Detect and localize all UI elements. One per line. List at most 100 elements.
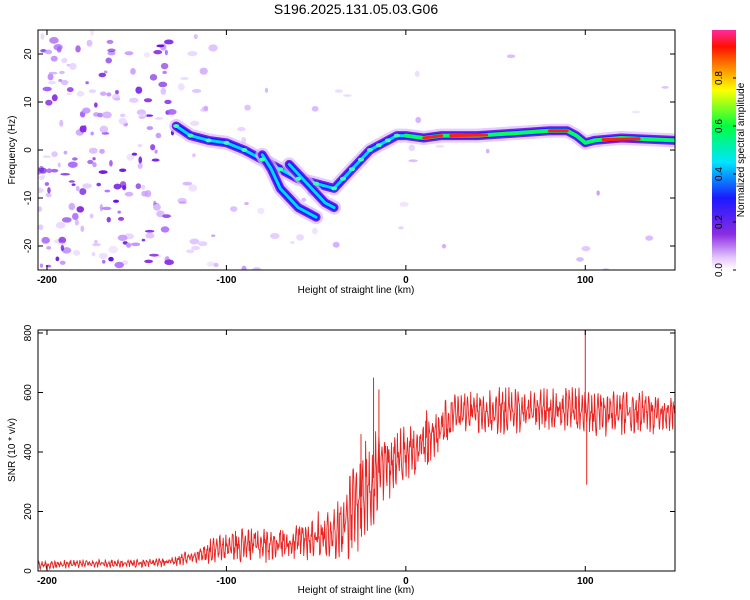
ridge-speckle bbox=[259, 157, 266, 162]
spectrogram-noise-blob bbox=[153, 203, 161, 211]
spectrogram-noise-blob bbox=[108, 256, 114, 262]
ridge-speckle bbox=[340, 176, 347, 181]
spectrogram-noise-blob bbox=[97, 112, 103, 118]
spectrogram-noise-blob bbox=[98, 170, 108, 174]
spectrogram-noise-blob bbox=[137, 162, 143, 170]
spectrogram-noise-blob bbox=[164, 39, 174, 45]
spectrogram-noise-blob bbox=[645, 235, 654, 241]
spectrogram-y-tick-label: -20 bbox=[23, 238, 34, 253]
spectrogram-noise-blob bbox=[435, 145, 445, 148]
spectrogram-noise-blob bbox=[69, 62, 77, 70]
colorbar-gradient bbox=[712, 30, 736, 270]
spectrogram-noise-blob bbox=[130, 242, 141, 247]
spectrogram-noise-blob bbox=[414, 70, 420, 78]
spectrogram-noise-blob bbox=[128, 97, 139, 103]
colorbar-ticks: 0.0 0.2 0.4 0.6 0.8 bbox=[714, 71, 736, 277]
spectrogram-noise-blob bbox=[237, 126, 246, 132]
spectrogram-noise-blob bbox=[408, 159, 418, 163]
spectrogram-x-tick-label: 100 bbox=[577, 275, 594, 286]
spectrogram-x-axis-label: Height of straight line (km) bbox=[298, 285, 415, 296]
ridge-speckle bbox=[393, 133, 400, 138]
spectrogram-noise-blob bbox=[160, 87, 167, 95]
spectrogram-noise-blob bbox=[124, 51, 134, 56]
spectrogram-noise-blob bbox=[138, 156, 143, 164]
spectrogram-noise-blob bbox=[203, 105, 209, 112]
spectrogram-noise-blob bbox=[99, 148, 105, 154]
spectrogram-noise-blob bbox=[117, 210, 121, 214]
spectrogram-noise-blob bbox=[185, 249, 195, 254]
spectrogram-noise-blob bbox=[193, 34, 198, 40]
colorbar-tick-label: 0.6 bbox=[714, 119, 725, 133]
spectrogram-noise-blob bbox=[57, 242, 67, 246]
spectrogram-noise-blob bbox=[135, 183, 142, 190]
ridge-speckle bbox=[223, 140, 230, 145]
spectrogram-noise-blob bbox=[59, 70, 65, 75]
spectrogram-noise-blob bbox=[42, 86, 52, 92]
spectrogram-noise-blob bbox=[67, 161, 78, 168]
spectrogram-noise-blob bbox=[60, 172, 71, 176]
spectrogram-noise-blob bbox=[296, 234, 305, 241]
spectrogram-noise-blob bbox=[117, 234, 128, 241]
spectrogram-x-tick-label: -200 bbox=[37, 275, 57, 286]
spectrogram-noise-blob bbox=[51, 94, 58, 102]
spectrogram-noise-blob bbox=[105, 57, 112, 64]
snr-background bbox=[38, 330, 675, 571]
spectrogram-noise-blob bbox=[107, 48, 116, 53]
spectrogram-noise-blob bbox=[211, 234, 216, 237]
spectrogram-noise-blob bbox=[99, 91, 107, 96]
spectrogram-noise-blob bbox=[135, 86, 143, 94]
spectrogram-x-ticks: -200 -100 0 100 bbox=[37, 30, 594, 286]
spectrogram-noise-blob bbox=[661, 86, 669, 89]
spectrogram-noise-blob bbox=[87, 159, 94, 165]
spectrogram-y-axis-label: Frequency (Hz) bbox=[7, 116, 18, 185]
spectrogram-noise-blob bbox=[164, 49, 168, 56]
ridge-speckle bbox=[375, 143, 382, 148]
spectrogram-y-ticks: -20 -10 0 10 20 bbox=[23, 48, 675, 253]
spectrogram-noise-blob bbox=[99, 204, 103, 212]
snr-x-tick-label: -100 bbox=[216, 576, 236, 587]
spectrogram-noise-blob bbox=[76, 206, 85, 213]
spectrogram-noise-blob bbox=[115, 90, 119, 95]
colorbar-tick-label: 0.4 bbox=[714, 167, 725, 181]
ridge-speckle bbox=[357, 157, 364, 162]
spectrogram-noise-blob bbox=[72, 157, 78, 161]
spectrogram-noise-blob bbox=[74, 219, 79, 226]
snr-y-tick-label: 0 bbox=[23, 568, 34, 574]
spectrogram-noise-blob bbox=[164, 259, 174, 266]
spectrogram-noise-blob bbox=[113, 183, 122, 190]
spectrogram-noise-blob bbox=[144, 229, 155, 233]
spectrogram-noise-blob bbox=[41, 236, 50, 244]
colorbar-tick-label: 0.0 bbox=[714, 263, 725, 277]
spectrogram-noise-blob bbox=[182, 181, 193, 186]
spectrogram-noise-blob bbox=[118, 117, 127, 125]
spectrogram-noise-blob bbox=[154, 117, 164, 120]
spectrogram-noise-blob bbox=[119, 168, 127, 172]
spectrogram-noise-blob bbox=[106, 92, 112, 97]
spectrogram-noise-blob bbox=[156, 44, 165, 48]
spectrogram-noise-blob bbox=[58, 79, 63, 83]
spectrogram-noise-blob bbox=[42, 155, 52, 158]
spectrogram-noise-blob bbox=[198, 241, 208, 247]
colorbar-label: Normalized spectral amplitude bbox=[736, 82, 747, 217]
ridge-red bbox=[601, 137, 641, 142]
spectrogram-noise-blob bbox=[106, 216, 111, 223]
spectrogram-noise-blob bbox=[38, 165, 44, 173]
spectrogram-noise-blob bbox=[576, 257, 584, 262]
spectrogram-noise-blob bbox=[138, 113, 148, 118]
spectrogram-y-tick-label: 20 bbox=[23, 48, 34, 60]
spectrogram-noise-blob bbox=[94, 102, 98, 108]
spectrogram-noise-blob bbox=[53, 43, 63, 51]
spectrogram-noise-blob bbox=[47, 187, 51, 194]
spectrogram-noise-blob bbox=[85, 81, 89, 85]
ridge-speckle bbox=[384, 138, 391, 143]
spectrogram-noise-blob bbox=[61, 247, 72, 254]
spectrogram-noise-blob bbox=[596, 190, 600, 196]
spectrogram-noise-blob bbox=[92, 162, 97, 168]
spectrogram-noise-blob bbox=[149, 253, 159, 257]
spectrogram-noise-blob bbox=[111, 93, 121, 101]
spectrogram-noise-blob bbox=[88, 147, 98, 154]
spectrogram-noise-blob bbox=[137, 144, 143, 148]
spectrogram-noise-blob bbox=[179, 76, 189, 80]
ridge-speckle bbox=[241, 148, 248, 152]
spectrogram-noise-blob bbox=[55, 221, 66, 229]
